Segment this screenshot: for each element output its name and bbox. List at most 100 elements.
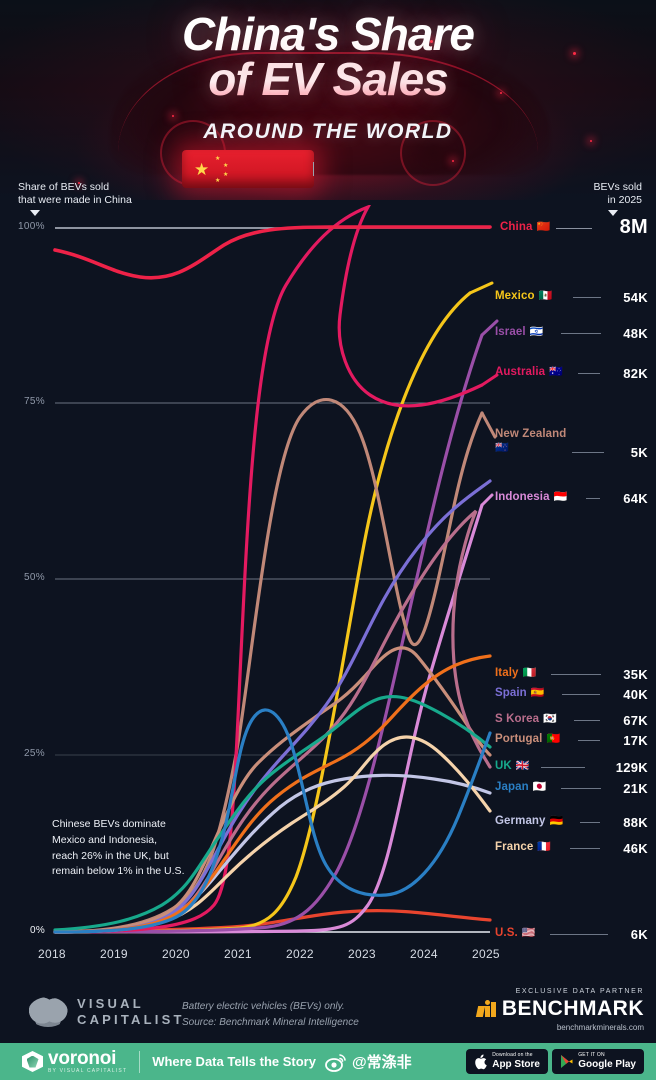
google-play-line-1: GET IT ON [578, 1052, 605, 1059]
flag-france-icon: 🇫🇷 [537, 840, 552, 853]
value-italy: 35K [623, 667, 648, 682]
legend-item-israel[interactable]: Israel 🇮🇱 [495, 326, 543, 338]
app-store-button[interactable]: Download on the App Store [466, 1049, 548, 1074]
google-play-line-2: Google Play [578, 1058, 636, 1070]
legend-item-uk[interactable]: UK 🇬🇧 [495, 760, 530, 772]
app-store-line-1: Download on the [492, 1052, 533, 1059]
voronoi-tagline: Where Data Tells the Story [152, 1054, 316, 1069]
legend-item-germany[interactable]: Germany 🇩🇪 [495, 815, 563, 827]
right-caption-line-1: BEVs sold [593, 181, 642, 193]
left-axis-caption: Share of BEVs sold that were made in Chi… [18, 181, 132, 217]
ytick-25: 25% [24, 748, 45, 759]
legend-item-australia[interactable]: Australia 🇦🇺 [495, 366, 563, 378]
xtick-2021: 2021 [224, 947, 252, 961]
leader-dash [574, 720, 600, 721]
legend-label-germany: Germany [495, 815, 546, 827]
leader-dash [586, 498, 600, 499]
legend-item-mexico[interactable]: Mexico 🇲🇽 [495, 290, 552, 302]
brand-line-1: VISUAL [77, 996, 144, 1011]
ytick-100: 100% [18, 221, 45, 232]
visual-capitalist-wordmark: VISUAL CAPITALIST [77, 996, 185, 1029]
benchmark-partner-block[interactable]: EXCLUSIVE DATA PARTNER BENCHMARK benchma… [475, 988, 644, 1032]
legend-item-france[interactable]: France 🇫🇷 [495, 841, 551, 853]
title-line-2: of EV Sales [0, 56, 656, 102]
car-outline [118, 52, 538, 174]
legend-label-israel: Israel [495, 326, 526, 338]
voronoi-bar: voronoi BY VISUAL CAPITALIST Where Data … [0, 1043, 656, 1080]
value-new-zealand: 5K [630, 445, 648, 460]
visual-capitalist-logo[interactable]: VISUAL CAPITALIST [28, 996, 185, 1029]
legend-item-s-korea[interactable]: S Korea 🇰🇷 [495, 713, 557, 725]
flag-australia-icon: 🇦🇺 [549, 365, 563, 378]
leader-lines [468, 281, 499, 507]
legend-item-spain[interactable]: Spain 🇪🇸 [495, 687, 545, 699]
legend-item-china[interactable]: China 🇨🇳 [500, 221, 550, 233]
legend-item-portugal[interactable]: Portugal 🇵🇹 [495, 733, 560, 745]
brand-line-2: CAPITALIST [77, 1012, 185, 1028]
flag-indonesia-icon: 🇮🇩 [553, 490, 568, 503]
voronoi-mark-icon [22, 1051, 43, 1072]
voronoi-wordmark: voronoi [48, 1048, 117, 1069]
spark-icon [573, 52, 576, 55]
caret-down-icon [30, 210, 40, 217]
right-axis-caption: BEVs sold in 2025 [593, 181, 642, 217]
flag-italy-icon: 🇮🇹 [522, 666, 537, 679]
value-australia: 82K [623, 366, 648, 381]
divider [139, 1050, 141, 1073]
benchmark-logo-icon [475, 1000, 497, 1018]
partner-url: benchmarkminerals.com [556, 1023, 644, 1032]
value-china: 8M [619, 216, 648, 238]
legend-item-new-zealand[interactable]: New Zealand 🇳🇿 [495, 427, 566, 454]
page-title: China's Share of EV Sales [0, 11, 656, 102]
legend-label-us: U.S. [495, 927, 518, 939]
leader-dash [570, 848, 600, 849]
line-australia [53, 205, 484, 934]
title-line-1: China's Share [182, 8, 475, 60]
voronoi-logo[interactable]: voronoi BY VISUAL CAPITALIST [22, 1049, 127, 1074]
weibo-icon[interactable] [325, 1052, 347, 1072]
value-uk: 129K [615, 760, 648, 775]
annotation-line-3: reach 26% in the UK, but [52, 849, 169, 862]
line-indonesia [53, 503, 484, 934]
line-japan [53, 708, 492, 934]
value-germany: 88K [623, 815, 648, 830]
google-play-button[interactable]: GET IT ON Google Play [552, 1049, 644, 1074]
flag-portugal-icon: 🇵🇹 [546, 732, 561, 745]
legend-item-us[interactable]: U.S. 🇺🇸 [495, 927, 535, 939]
line-chart: 100% 75% 50% 25% 0% 2018 2019 2020 2021 … [0, 205, 656, 965]
value-spain: 40K [623, 687, 648, 702]
leader-dash [578, 740, 600, 741]
social-handle[interactable]: @常涤非 [351, 1054, 412, 1071]
flag-mexico-icon: 🇲🇽 [538, 289, 553, 302]
page-subtitle: AROUND THE WORLD [203, 120, 453, 143]
xtick-2018: 2018 [38, 947, 66, 961]
line-israel [53, 333, 484, 934]
value-portugal: 17K [623, 733, 648, 748]
annotation-line-2: Mexico and Indonesia, [52, 833, 158, 846]
flag-germany-icon: 🇩🇪 [549, 814, 564, 827]
spark-icon [430, 40, 433, 43]
ytick-75: 75% [24, 396, 45, 407]
line-spain [53, 479, 492, 934]
xtick-2022: 2022 [286, 947, 314, 961]
line-china [53, 225, 492, 280]
china-flag-battery-icon: ★ ★ ★ ★ ★ [182, 150, 314, 188]
value-japan: 21K [623, 781, 648, 796]
annotation-line-1: Chinese BEVs dominate [52, 818, 166, 830]
leader-dash [561, 788, 601, 789]
xtick-2023: 2023 [348, 947, 376, 961]
value-france: 46K [623, 841, 648, 856]
xtick-2025: 2025 [472, 947, 500, 961]
legend-item-italy[interactable]: Italy 🇮🇹 [495, 667, 536, 679]
flag-israel-icon: 🇮🇱 [529, 325, 544, 338]
flag-s-korea-icon: 🇰🇷 [543, 712, 557, 725]
footer [0, 965, 656, 1043]
value-s-korea: 67K [623, 713, 648, 728]
legend-item-japan[interactable]: Japan 🇯🇵 [495, 781, 546, 793]
legend-label-spain: Spain [495, 687, 527, 699]
flag-china-icon: 🇨🇳 [536, 220, 551, 233]
leader-dash [551, 674, 601, 675]
app-store-line-2: App Store [492, 1058, 540, 1070]
legend-item-indonesia[interactable]: Indonesia 🇮🇩 [495, 491, 567, 503]
legend-label-indonesia: Indonesia [495, 491, 550, 503]
